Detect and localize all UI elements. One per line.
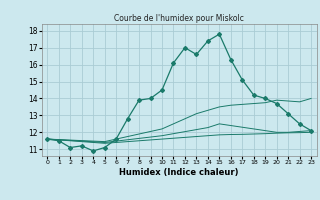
Title: Courbe de l'humidex pour Miskolc: Courbe de l'humidex pour Miskolc bbox=[114, 14, 244, 23]
X-axis label: Humidex (Indice chaleur): Humidex (Indice chaleur) bbox=[119, 168, 239, 177]
